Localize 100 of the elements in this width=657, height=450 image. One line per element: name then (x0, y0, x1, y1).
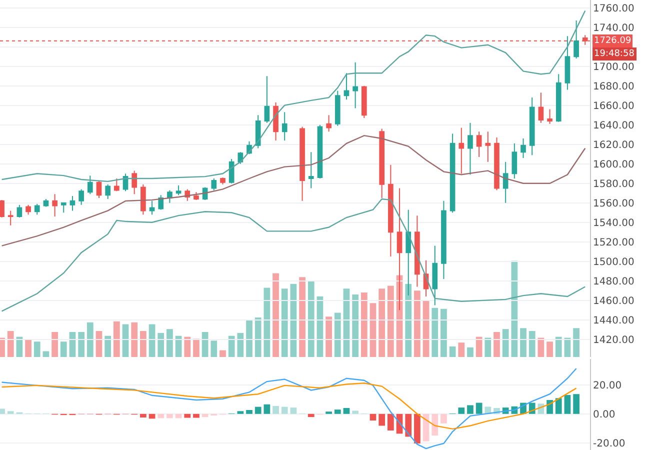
candlestick (78, 188, 84, 206)
candlestick (34, 203, 40, 216)
y-tick-label: 1640.00 (593, 120, 634, 132)
y-tick-label: 1600.00 (593, 159, 634, 170)
y-tick-label: 1560.00 (593, 198, 634, 210)
candlestick (450, 133, 456, 214)
bar (264, 404, 270, 414)
bar (378, 414, 386, 426)
y-tick-label: 1620.00 (593, 140, 634, 151)
y-tick-label: 0.00 (593, 409, 616, 420)
bar (78, 332, 84, 357)
bar (334, 312, 341, 357)
bar (388, 286, 394, 357)
bar (184, 414, 191, 418)
text: 19:48:58 (594, 49, 635, 59)
y-tick-label: -20.00 (593, 438, 626, 450)
candlestick (194, 192, 199, 200)
candlestick (485, 131, 491, 162)
bar (476, 336, 482, 357)
candlestick (564, 36, 570, 90)
bar (264, 288, 270, 357)
bar (52, 332, 58, 357)
bar (69, 332, 76, 357)
bar (502, 329, 509, 357)
bar (228, 336, 235, 357)
bar (158, 414, 164, 418)
bar (555, 398, 562, 414)
candlestick (538, 92, 544, 124)
bar (520, 328, 526, 357)
candlestick (70, 196, 76, 212)
bar (370, 303, 376, 357)
bar (166, 414, 173, 418)
candlestick (458, 127, 464, 174)
y-tick-label: 1420.00 (593, 334, 634, 346)
candlestick (282, 112, 288, 141)
bar (290, 284, 297, 357)
bar (7, 411, 14, 414)
candlestick (476, 131, 482, 158)
bar (210, 340, 218, 357)
line-series (1, 10, 586, 182)
candlestick (352, 62, 358, 109)
bar (237, 332, 244, 357)
bar (193, 414, 200, 418)
y-tick-label: 1480.00 (593, 276, 634, 288)
candlestick (502, 161, 508, 204)
ref-line-label: 1726.09 (594, 36, 632, 46)
bar (237, 411, 244, 414)
bar (193, 338, 200, 357)
bar (564, 394, 571, 414)
y-tick-label: 1580.00 (593, 178, 634, 190)
candlestick (158, 194, 164, 210)
candlestick (344, 72, 350, 100)
y-tick-label: 1500.00 (593, 256, 634, 268)
bar (440, 414, 447, 424)
y-tick-label: 1440.00 (593, 315, 634, 326)
candlestick (300, 126, 305, 202)
y-tick-label: 1740.00 (593, 22, 634, 34)
bar (432, 414, 438, 436)
candlestick (52, 194, 58, 218)
bar (422, 300, 430, 357)
bar (511, 260, 518, 357)
candlestick (432, 245, 438, 306)
bar (476, 402, 482, 414)
bar (86, 322, 94, 357)
candlestick (388, 164, 394, 258)
bar (254, 318, 262, 357)
candlestick (441, 200, 446, 280)
bar (281, 288, 288, 357)
candlestick (255, 114, 261, 149)
bar (254, 406, 262, 414)
candlestick (334, 90, 340, 126)
bar (458, 408, 465, 414)
bar (202, 332, 208, 357)
bar (405, 414, 412, 437)
candlestick (26, 204, 31, 216)
line-series (1, 198, 586, 312)
candlestick (149, 200, 155, 216)
bar (220, 350, 226, 357)
candlestick (414, 215, 420, 288)
bar (528, 331, 536, 357)
bar (140, 331, 146, 357)
candlestick (520, 138, 526, 159)
bar (343, 288, 350, 357)
bar (573, 394, 580, 414)
bar (202, 414, 208, 418)
bar (388, 414, 394, 430)
line-series (1, 382, 577, 430)
bar (414, 414, 420, 444)
bar (122, 324, 129, 357)
bar (449, 346, 456, 357)
bar (573, 328, 580, 357)
candlestick (105, 184, 110, 200)
bar (360, 292, 368, 357)
bar (34, 342, 40, 357)
candlestick (362, 85, 367, 119)
line-series (1, 134, 586, 246)
candlestick (140, 184, 146, 216)
y-tick-label: 20.00 (593, 380, 622, 392)
candlestick (228, 158, 234, 184)
bar (60, 342, 67, 357)
